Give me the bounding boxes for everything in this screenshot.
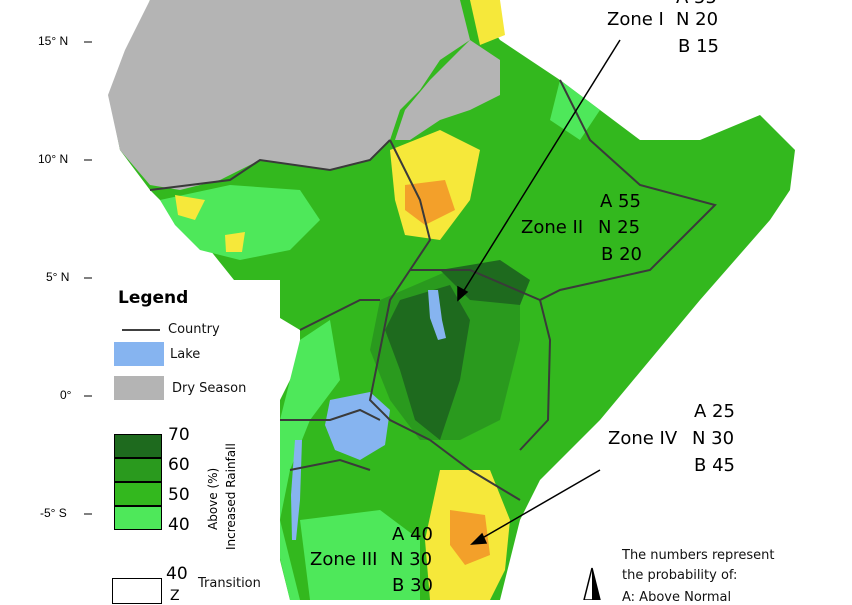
legend-rain-axis-2: Increased Rainfall [224,443,238,550]
green-70-core [385,285,470,440]
zone-4-b: B 45 [694,455,735,476]
note-line-2: the probability of: [622,568,738,583]
zone-2-b: B 20 [601,244,642,265]
legend-transition-partial: Z [170,588,180,604]
lat-label-5s: -5° S [40,506,67,520]
zone-4-n: N 30 [692,428,735,449]
lake-victoria [325,392,390,460]
dry-season-area-east [395,40,500,140]
lake-turkana [428,290,446,340]
zone-arrows [457,39,621,545]
legend-value-70: 70 [168,425,190,445]
lat-label-10n: 10° N [38,152,69,166]
legend-swatch-70 [114,434,162,458]
legend-rain-axis-1: Above (%) [206,467,220,530]
green-40-south [300,510,420,600]
yellow-west-dots [225,232,245,252]
zone-3-a: A 40 [392,524,433,545]
legend-value-60: 60 [168,455,190,475]
legend-title: Legend [118,288,189,308]
zone-1-top-partial: A 55 [676,0,717,8]
zone-4-a: A 25 [694,401,735,422]
legend-transition-value: 40 [166,564,188,584]
legend-lake-swatch [114,342,164,366]
zone-2-n: N 25 [598,217,641,238]
lat-label-5n: 5° N [46,270,70,284]
country-borders [149,79,717,501]
orange-tanzania [450,510,490,565]
legend-dry-label: Dry Season [172,381,247,396]
zone-2-name: Zone II [521,217,584,238]
legend-transition-swatch [112,578,162,604]
lat-label-0: 0° [60,388,72,402]
legend-value-50: 50 [168,485,190,505]
legend-swatch-40 [114,506,162,530]
legend-country-label: Country [168,322,220,337]
zone-2-a: A 55 [600,191,641,212]
orange-ethiopia [405,180,455,225]
legend-transition-label: Transition [198,576,261,591]
green-70-north [440,260,530,305]
zone-3-name: Zone III [310,549,378,570]
legend-swatch-50 [114,482,162,506]
north-arrow [583,567,601,600]
legend-swatch-60 [114,458,162,482]
lat-label-15n: 15° N [38,34,69,48]
zone-1-name: Zone I [607,9,664,30]
zone-1-n: N 20 [676,9,719,30]
note-line-1: The numbers represent [622,548,775,563]
lake-tanganyika [291,440,302,540]
zone-1-b: B 15 [678,36,719,57]
latitude-ticks [84,41,92,515]
yellow-west-patch [175,195,205,220]
dry-season-area [108,0,470,190]
zone-4-name: Zone IV [608,428,678,449]
note-line-3: A: Above Normal [622,590,732,605]
zone-3-n: N 30 [390,549,433,570]
legend-value-40: 40 [168,515,190,535]
yellow-north [470,0,505,45]
legend-dry-swatch [114,376,164,400]
zone-3-b: B 30 [392,575,433,596]
legend-lake-label: Lake [170,347,201,362]
green-40-southwest [272,320,340,600]
